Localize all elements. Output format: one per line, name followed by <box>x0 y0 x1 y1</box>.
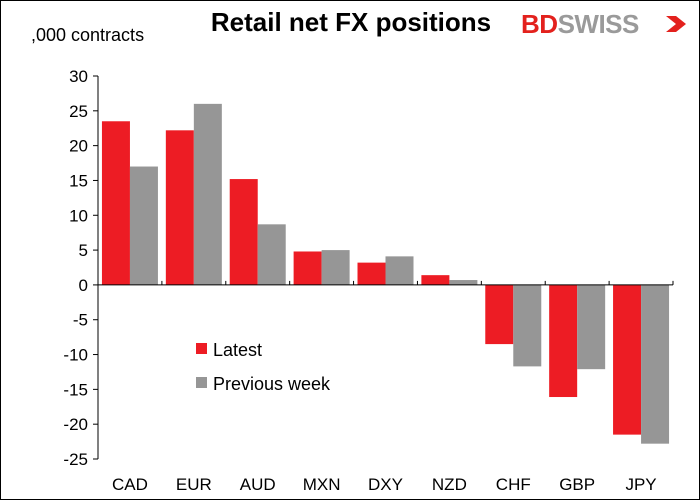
bar-aud-latest <box>229 179 258 285</box>
y-tick-label: 5 <box>79 241 88 260</box>
legend-label-previous-week: Previous week <box>213 374 331 394</box>
legend-swatch-latest <box>196 343 207 354</box>
bar-cad-latest <box>101 121 130 285</box>
bar-gbp-latest <box>549 284 578 398</box>
bar-nzd-previous-week <box>449 280 478 285</box>
legend-label-latest: Latest <box>213 340 262 360</box>
y-tick-label: 0 <box>79 276 88 295</box>
bar-nzd-latest <box>421 275 450 285</box>
legend-swatch-previous-week <box>196 377 207 388</box>
y-tick-label: 20 <box>69 137 88 156</box>
bar-chf-latest <box>485 284 514 345</box>
y-tick-label: -20 <box>63 415 88 434</box>
bar-mxn-latest <box>293 251 322 285</box>
x-tick-label-gbp: GBP <box>559 475 595 494</box>
axes-group <box>97 76 673 459</box>
x-tick-labels-group: CAD EUR AUD MXN DXY NZD CHF GBP JPY <box>112 280 674 494</box>
x-tick-label-chf: CHF <box>496 475 531 494</box>
bdswiss-logo: BDSWISS <box>521 9 691 39</box>
bar-jpy-previous-week <box>641 284 670 444</box>
y-tick-label: -5 <box>73 311 88 330</box>
y-tick-label: 15 <box>69 171 88 190</box>
y-tick-label: 30 <box>69 67 88 86</box>
bar-eur-latest <box>165 130 194 285</box>
bar-aud-previous-week <box>257 224 286 285</box>
y-tick-label: 25 <box>69 102 88 121</box>
bar-dxy-previous-week <box>385 256 414 285</box>
bar-dxy-latest <box>357 262 386 285</box>
chart-title: Retail net FX positions <box>210 7 492 37</box>
bar-eur-previous-week <box>193 103 222 285</box>
y-tick-label: -25 <box>63 450 88 469</box>
x-tick-label-cad: CAD <box>112 475 148 494</box>
x-tick-label-nzd: NZD <box>432 475 467 494</box>
y-tick-label: -10 <box>63 346 88 365</box>
bars-group <box>101 103 670 444</box>
bar-cad-previous-week <box>129 166 158 285</box>
y-axis-units-label: ,000 contracts <box>31 25 145 45</box>
x-tick-label-mxn: MXN <box>303 475 341 494</box>
y-tick-label: -15 <box>63 380 88 399</box>
logo-swiss-text: SWISS <box>557 9 640 39</box>
bar-gbp-previous-week <box>577 284 606 370</box>
bar-jpy-latest <box>613 284 642 435</box>
bar-mxn-previous-week <box>321 250 350 285</box>
y-tick-label: 10 <box>69 206 88 225</box>
y-ticks-group: 30 25 20 15 10 5 0 -5 -10 -15 -20 -25 <box>63 67 98 469</box>
x-tick-label-aud: AUD <box>240 475 276 494</box>
x-tick-label-dxy: DXY <box>368 475 403 494</box>
x-tick-label-jpy: JPY <box>625 475 656 494</box>
legend: Latest Previous week <box>196 340 331 394</box>
logo-chevron-icon <box>666 16 686 32</box>
logo-bd-text: BD <box>521 9 558 39</box>
x-tick-label-eur: EUR <box>176 475 212 494</box>
bar-chf-previous-week <box>513 284 542 367</box>
